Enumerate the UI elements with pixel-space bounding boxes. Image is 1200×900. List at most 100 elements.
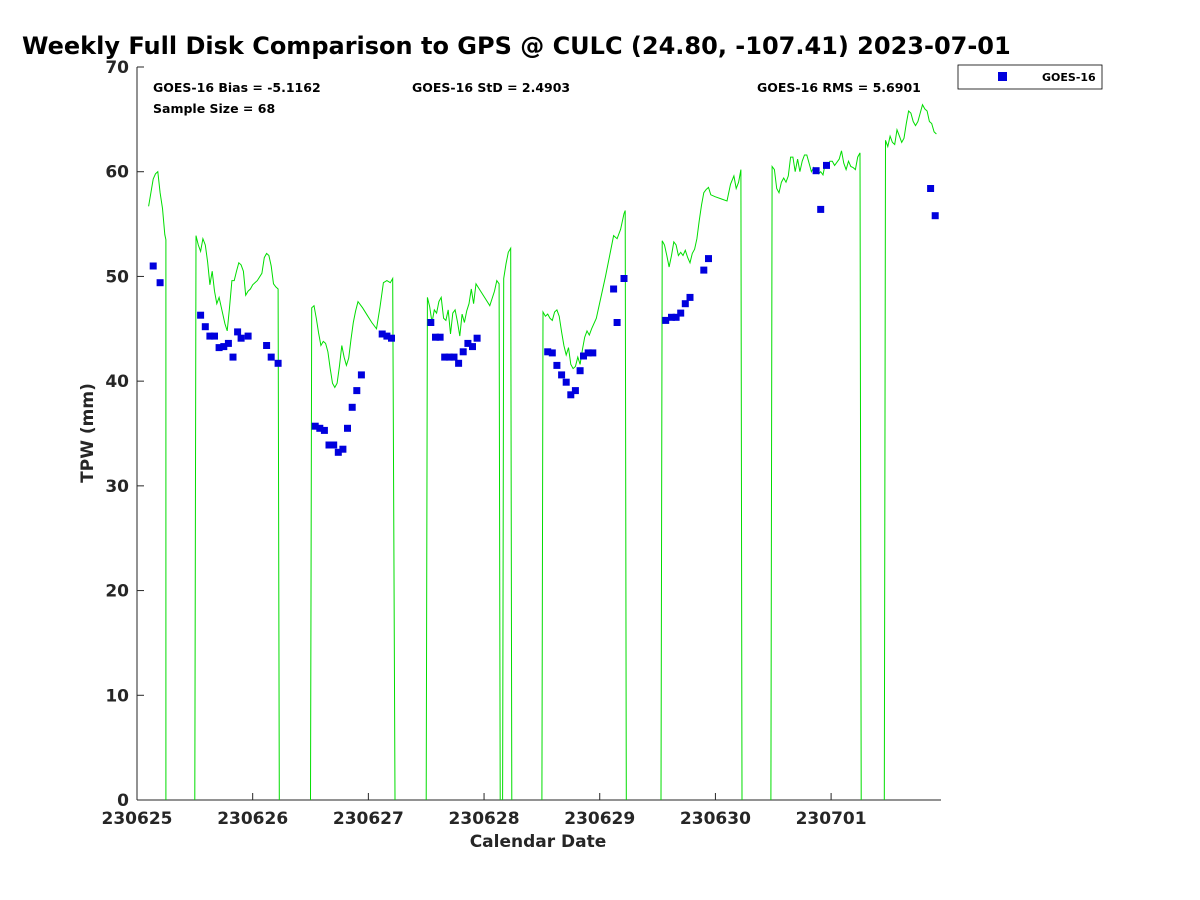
goes16-data-point [234,328,242,336]
goes16-data-point [613,319,621,326]
goes16-data-point [316,424,324,432]
gps-series-line [502,246,513,801]
goes16-data-point [357,371,365,379]
gps-series-line [310,276,396,801]
stat-std: GOES-16 StD = 2.4903 [412,80,570,95]
goes16-data-point [662,316,670,324]
goes16-data-point [553,361,561,369]
y-axis-label: TPW (mm) [78,383,98,483]
goes16-data-point [473,334,481,342]
goes16-data-point [450,353,458,361]
goes16-data-point [686,293,694,301]
x-tick-label: 230629 [564,809,635,829]
goes16-data-point [700,266,708,274]
goes16-data-point [464,339,472,347]
goes16-data-point [677,309,685,317]
x-tick-label: 230701 [796,809,867,829]
legend-box [957,64,1103,90]
goes16-data-point [455,359,463,367]
goes16-data-point [576,367,584,375]
goes16-data-point [459,348,467,356]
goes16-data-point [441,353,449,361]
x-tick-label: 230630 [680,809,751,829]
y-tick-label: 10 [105,686,129,706]
y-tick-label: 60 [105,163,129,183]
gps-series-line [148,170,167,800]
goes16-data-point [388,334,395,342]
goes16-data-point [156,279,164,287]
goes16-data-point [149,262,157,270]
chart-title: Weekly Full Disk Comparison to GPS @ CUL… [22,32,1011,60]
goes16-data-point [334,448,342,456]
y-tick-label: 0 [117,791,129,811]
stat-rms: GOES-16 RMS = 5.6901 [757,80,921,95]
goes16-data-point [580,352,587,360]
goes16-data-point [244,332,252,340]
plot-area: 0 10 20 30 40 50 60 70 230625 230626 230627 230628 2… [102,58,941,829]
goes16-data-point [668,313,675,321]
goes16-data-point [197,311,205,319]
goes16-data-point [215,344,223,352]
goes16-data-point [267,353,275,361]
goes16-data-point [206,332,214,340]
goes16-data-point [620,275,628,282]
gps-series-line [541,210,627,801]
goes16-data-point [562,378,570,386]
goes16-data-point [211,332,218,340]
goes16-data-point [311,422,319,430]
goes16-data-point [544,348,552,356]
goes16-data-point [320,426,328,434]
goes16-data-point [812,167,820,175]
x-tick-label: 230627 [333,809,404,829]
goes16-data-point [201,323,209,331]
goes16-data-point [681,300,689,308]
stat-sample-size: Sample Size = 68 [153,101,275,116]
gps-series-line [194,235,280,801]
goes16-data-point [378,330,386,338]
goes16-data-point [432,333,439,341]
goes16-data-point [584,349,592,357]
goes16-data-point [610,285,618,293]
gps-series-line [883,103,937,801]
goes16-data-point [220,343,228,351]
goes16-data-point [558,371,566,379]
legend-label-goes16: GOES-16 [1042,71,1096,84]
goes16-data-point [348,403,356,411]
y-tick-label: 20 [105,582,129,602]
goes16-data-point [817,205,825,213]
goes16-data-point [330,441,338,449]
goes16-data-point [589,349,597,357]
legend-marker-goes16 [998,72,1007,81]
goes16-data-point [445,353,453,361]
y-tick-label: 40 [105,372,129,392]
goes16-data-point [672,313,680,321]
x-tick-label: 230628 [449,809,520,829]
goes16-data-point [823,161,830,169]
goes16-data-point [436,333,444,341]
goes16-data-point [567,391,575,399]
goes16-data-point [927,185,935,192]
goes16-data-point [548,349,556,357]
x-tick-label: 230626 [217,809,288,829]
legend: GOES-16 [957,64,1103,90]
goes16-data-point [263,342,271,349]
goes16-data-point [339,445,347,453]
x-tick-label: 230625 [102,809,173,829]
goes16-data-point [274,359,282,367]
goes16-data-point [325,441,333,449]
goes16-data-point [383,332,391,340]
goes16-data-point [705,255,712,263]
goes16-data-point [353,387,361,395]
goes16-data-point [427,319,435,326]
gps-series-line [660,169,743,801]
goes16-data-point [469,343,476,351]
goes16-data-point [344,424,351,432]
gps-series-line [425,279,501,801]
y-tick-label: 70 [105,58,129,78]
y-tick-label: 30 [105,477,129,497]
goes16-data-point [224,339,232,347]
x-axis-label: Calendar Date [470,832,607,852]
stat-bias: GOES-16 Bias = -5.1162 [153,80,321,95]
gps-series-line [770,150,862,801]
